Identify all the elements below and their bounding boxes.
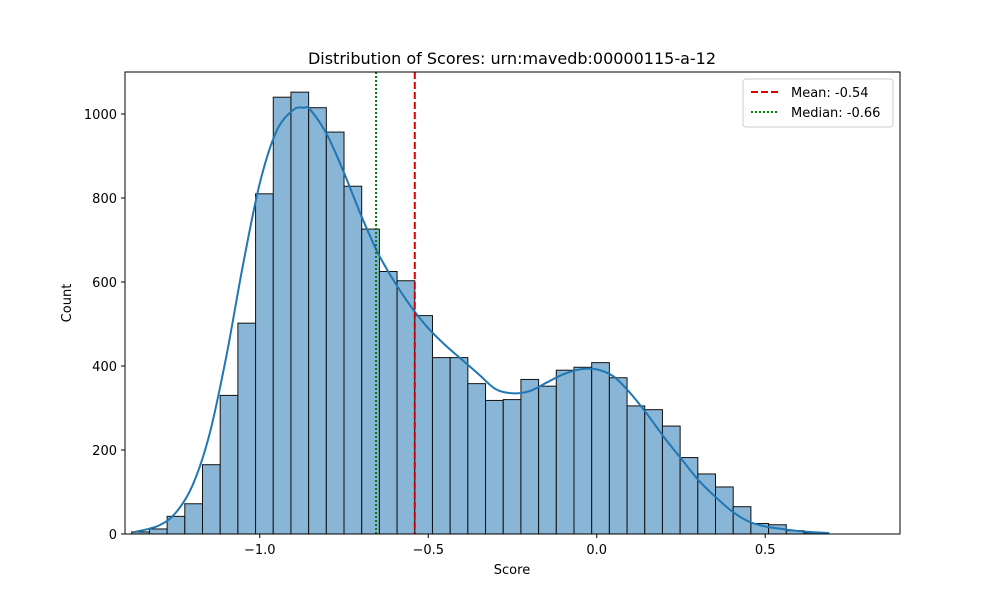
histogram-bar [485, 399, 504, 535]
kde-group [134, 106, 830, 535]
chart-title: Distribution of Scores: urn:mavedb:00000… [308, 49, 716, 68]
histogram-bar [591, 362, 610, 535]
histogram-bar [608, 377, 628, 535]
histogram-bar [644, 409, 663, 535]
y-axis: 0 200 400 600 800 1000 [84, 108, 125, 543]
histogram-bar [626, 405, 646, 535]
histogram-bar [148, 528, 168, 535]
legend: Mean: -0.54 Median: -0.66 [742, 78, 894, 128]
x-axis-label: Score [494, 563, 530, 578]
histogram-bar [431, 357, 451, 535]
bars-group [131, 91, 823, 535]
y-axis-label: Count [60, 284, 75, 323]
histogram-bar [538, 385, 557, 535]
x-tick-label: 0.0 [586, 543, 607, 558]
histogram-bar [573, 366, 593, 535]
y-tick-label: 800 [92, 192, 117, 207]
y-tick-label: 200 [92, 444, 117, 459]
x-axis: −1.0 −0.5 0.0 0.5 [244, 534, 776, 558]
histogram-bar [202, 464, 221, 535]
histogram-bar [502, 399, 522, 535]
reference-lines-group [375, 72, 416, 534]
legend-label: Mean: -0.54 [791, 86, 869, 101]
kde-curve [134, 106, 830, 535]
x-tick-label: −1.0 [244, 543, 276, 558]
histogram-bar [219, 394, 239, 535]
histogram-bar [467, 383, 487, 535]
histogram-bar [272, 96, 292, 535]
histogram-bar [661, 425, 681, 535]
legend-box [742, 78, 894, 128]
histogram-bar [520, 378, 540, 535]
histogram-bar [325, 131, 345, 535]
histogram-bar [255, 193, 274, 535]
x-tick-label: 0.5 [755, 543, 776, 558]
y-tick-label: 400 [92, 360, 117, 375]
histogram-bar [290, 91, 310, 535]
y-tick-label: 0 [109, 528, 117, 543]
plot-frame [124, 71, 901, 535]
legend-label: Median: -0.66 [791, 106, 880, 121]
histogram-bar [414, 315, 433, 535]
histogram-bar [308, 107, 327, 535]
y-tick-label: 1000 [84, 108, 117, 123]
x-tick-label: −0.5 [412, 543, 444, 558]
histogram-bar [343, 185, 363, 535]
histogram-bar [449, 357, 469, 535]
histogram-bar [237, 322, 257, 535]
y-tick-label: 600 [92, 276, 117, 291]
histogram-bar [184, 503, 204, 535]
histogram-bar [378, 271, 398, 535]
histogram-bar [396, 280, 416, 535]
histogram-bar [555, 369, 575, 535]
